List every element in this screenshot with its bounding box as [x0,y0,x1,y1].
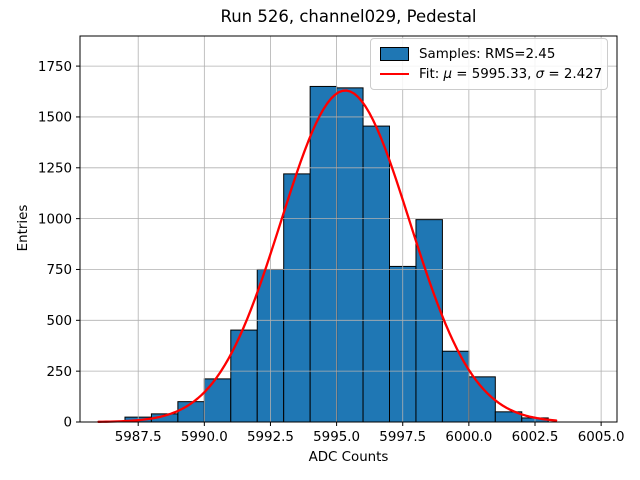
legend: Samples: RMS=2.45 Fit: μ = 5995.33, σ = 2… [370,38,608,90]
histogram-bar [309,85,338,423]
legend-label: Samples: RMS=2.45 [419,46,556,62]
y-tick-label: 1250 [38,161,72,176]
x-axis-label: ADC Counts [308,450,389,465]
y-tick-label: 1500 [38,111,72,126]
axes-spines [79,35,618,423]
legend-label: Fit: μ = 5995.33, σ = 2.427 [419,66,603,82]
y-tick-label: 750 [46,263,72,278]
x-tick-label: 5997.5 [379,430,426,445]
x-tick-label: 5992.5 [247,430,294,445]
x-tick-label: 5990.0 [181,430,228,445]
x-tick-label: 6002.5 [512,430,559,445]
y-tick-label: 0 [63,416,72,431]
x-tick-label: 6000.0 [445,430,492,445]
y-tick-label: 250 [46,365,72,380]
x-tick-label: 5987.5 [115,430,162,445]
histogram-bar [362,125,390,423]
histogram-bar [336,87,364,423]
histogram-bar [230,329,258,423]
legend-entry: Samples: RMS=2.45 [380,44,599,64]
x-tick-label: 5995.0 [313,430,360,445]
legend-entry: Fit: μ = 5995.33, σ = 2.427 [380,64,603,84]
histogram-bar [203,378,232,423]
y-tick-label: 1750 [38,60,72,75]
histogram-bar [283,173,311,423]
y-tick-label: 1000 [38,212,72,227]
histogram-bar [468,376,496,423]
chart-title: Run 526, channel029, Pedestal [220,7,477,26]
legend-histogram-swatch [380,47,409,61]
fit-curve [97,89,558,423]
y-tick-label: 500 [46,314,72,329]
legend-fit-line-swatch [380,73,409,75]
x-tick-label: 6005.0 [578,430,625,445]
